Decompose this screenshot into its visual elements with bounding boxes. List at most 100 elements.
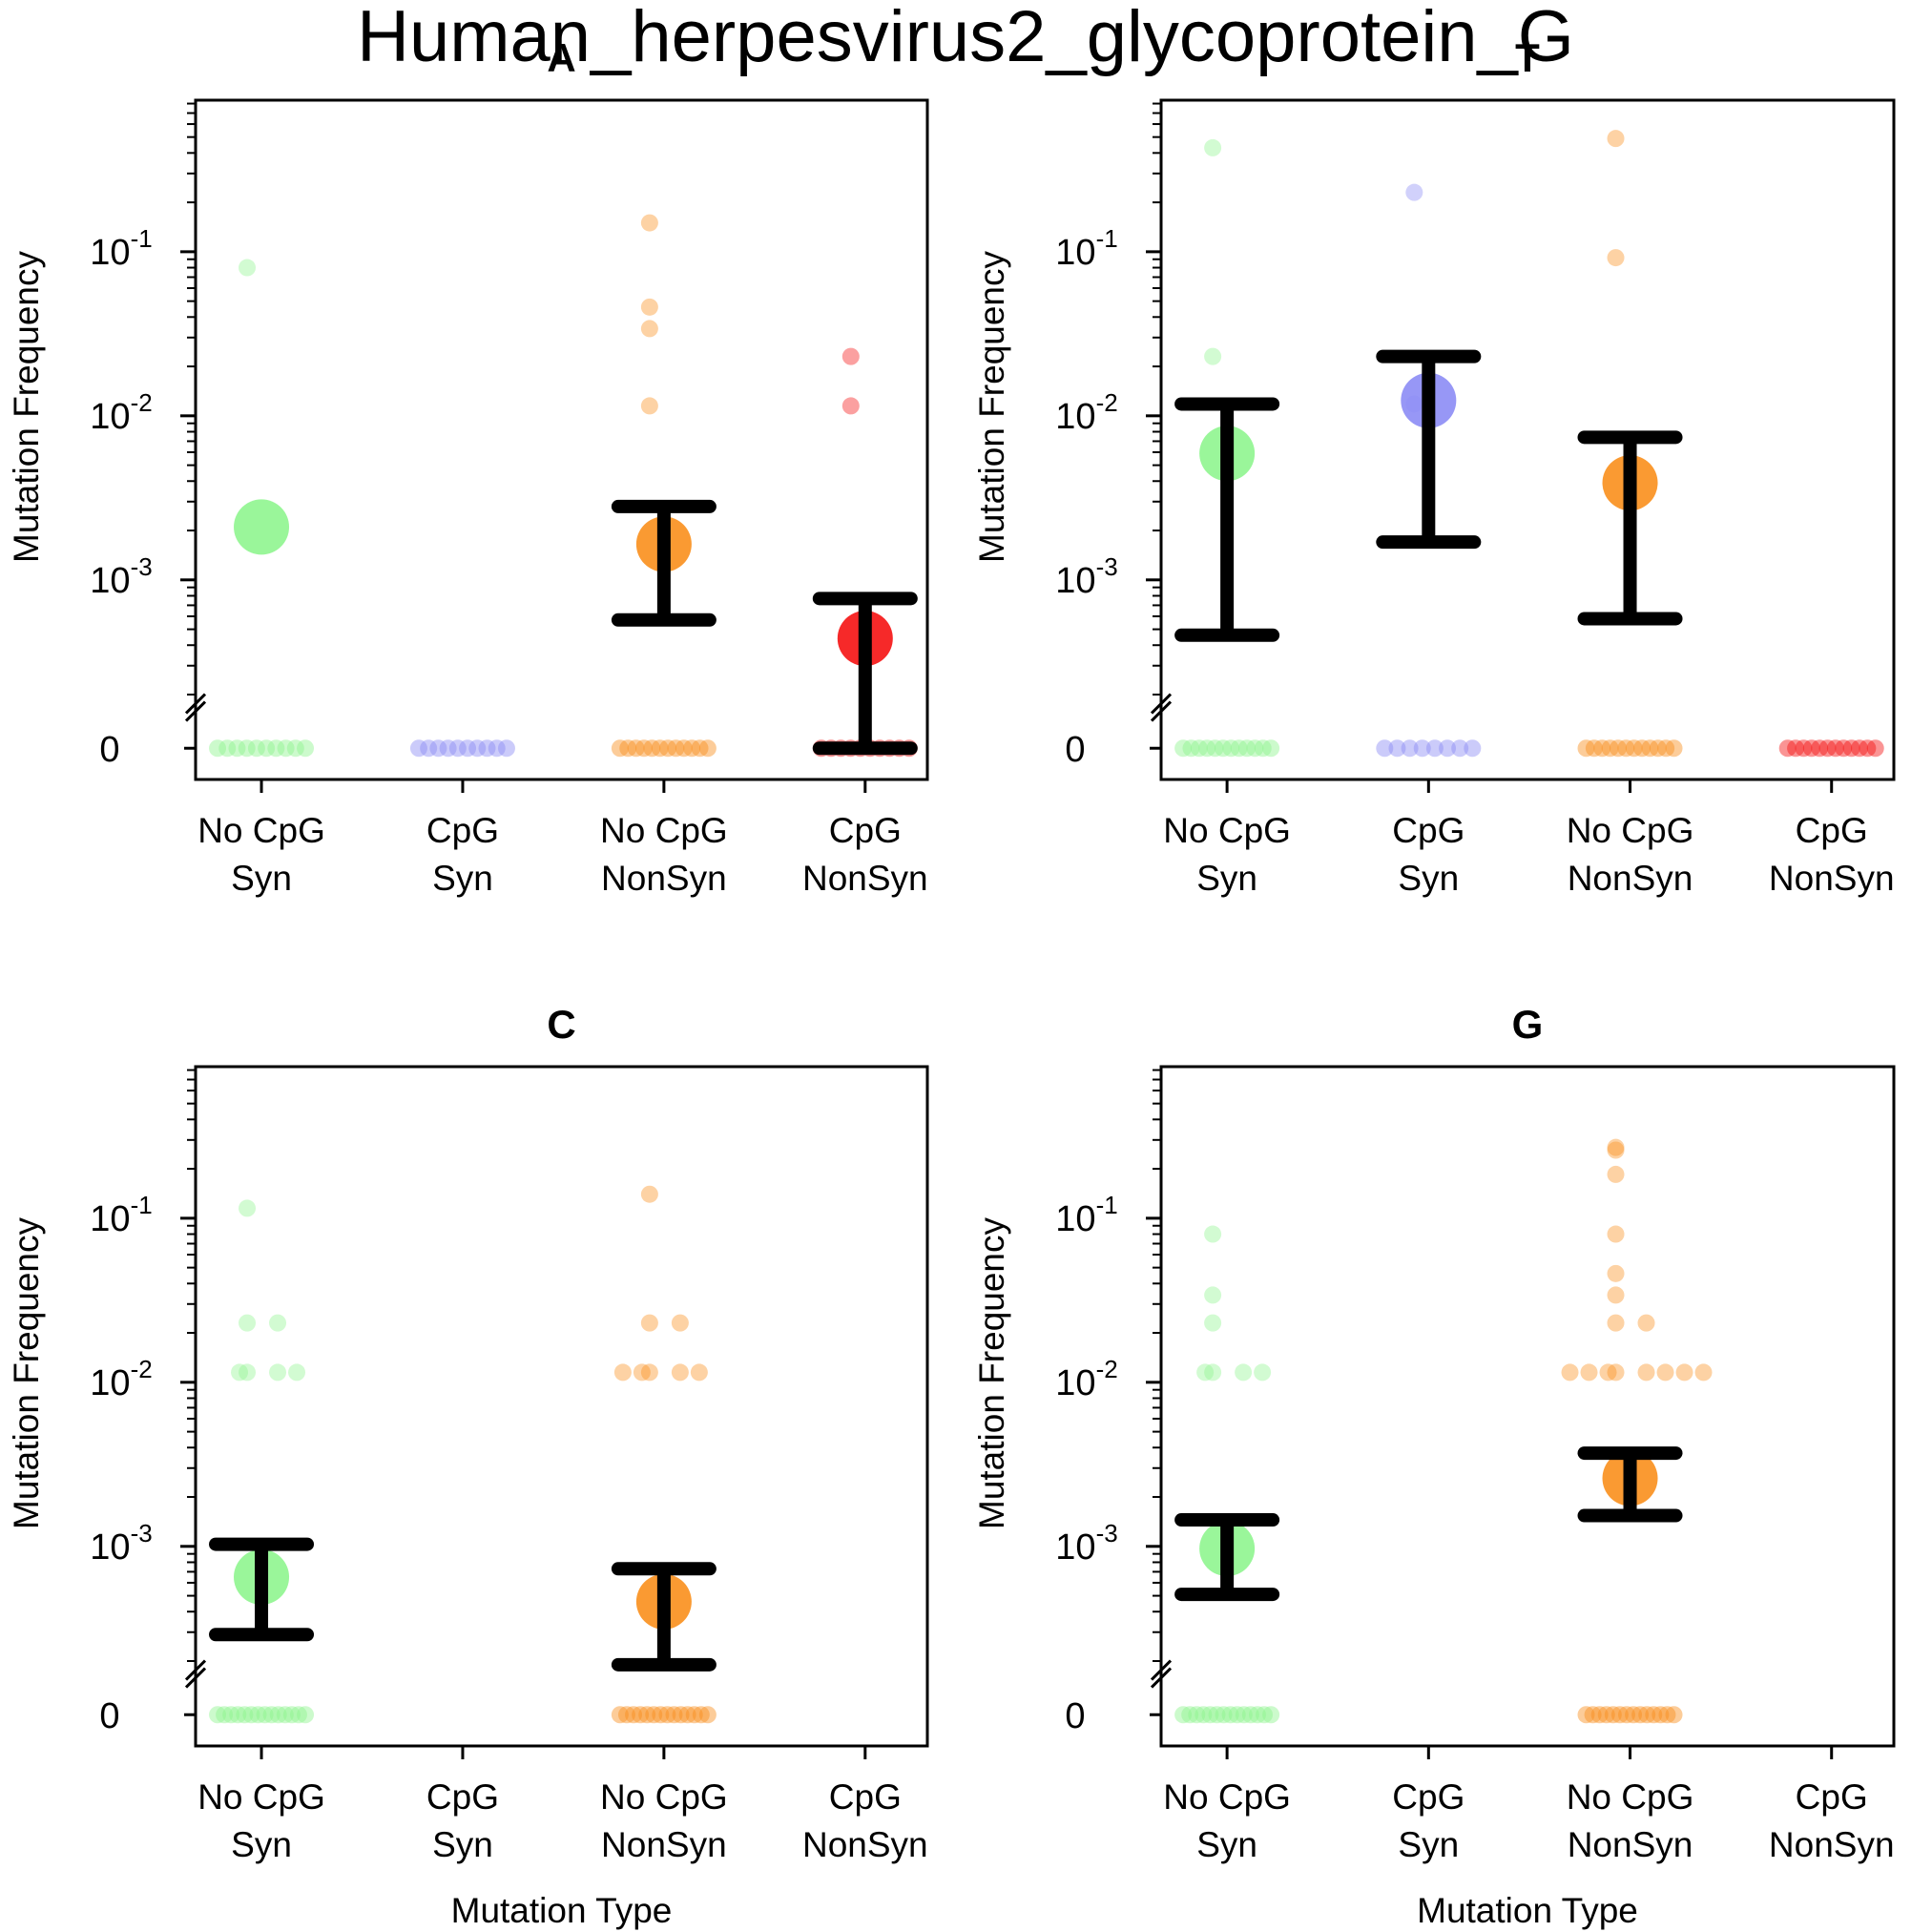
data-point — [1607, 249, 1625, 267]
axis-break-mark — [184, 700, 207, 722]
zero-point — [1439, 739, 1457, 758]
zero-point — [218, 739, 237, 758]
x-category-label: Syn — [231, 859, 292, 898]
axis-break-mark — [1150, 693, 1173, 715]
data-point — [239, 1199, 257, 1217]
y-axis-ticks — [1146, 1069, 1161, 1662]
zero-point — [698, 739, 717, 758]
zero-point — [1657, 739, 1675, 758]
zero-point — [1584, 1706, 1602, 1724]
zero-point — [1795, 739, 1813, 758]
y-tick-label: 10-2 — [1055, 388, 1117, 437]
zero-point — [675, 739, 693, 758]
zero-point — [1818, 739, 1837, 758]
panel-title: C — [547, 1002, 575, 1047]
x-category-label: NonSyn — [802, 1825, 928, 1864]
axis-break-mark — [184, 693, 207, 715]
x-category-label: CpG — [1796, 1777, 1868, 1817]
panel-G: G 10-1 10-2 10-3 0 Mutation Frequency No CpG Sy… — [972, 1002, 1896, 1930]
zero-point — [1248, 1706, 1266, 1724]
zero-point — [1577, 739, 1595, 758]
zero-point — [1181, 1706, 1199, 1724]
panel-A: A 10-1 10-2 10-3 0 Mutation Frequency No CpG Sy… — [7, 35, 929, 898]
zero-point — [1638, 1706, 1656, 1724]
zero-point — [1214, 739, 1232, 758]
axis-break-mark — [184, 1667, 207, 1689]
zero-point — [297, 739, 315, 758]
zero-point — [611, 1706, 629, 1724]
data-point — [288, 1363, 306, 1381]
data-point — [1204, 1225, 1222, 1243]
zero-point — [1625, 739, 1643, 758]
data-point — [1561, 1363, 1579, 1381]
y-tick-label: 10-1 — [90, 1191, 152, 1239]
series-group — [1174, 1225, 1280, 1724]
x-category-label: CpG — [829, 1777, 902, 1817]
zero-point — [1787, 739, 1805, 758]
zero-point — [1376, 739, 1394, 758]
data-point — [1607, 130, 1625, 148]
zero-point — [1577, 1706, 1595, 1724]
zero-point — [1842, 739, 1860, 758]
zero-point — [678, 1706, 696, 1724]
x-category-label: Syn — [1398, 1825, 1459, 1864]
zero-point — [1256, 1706, 1274, 1724]
zero-point — [1617, 739, 1635, 758]
x-category-label: Syn — [1196, 859, 1257, 898]
figure-title: Human_herpesvirus2_glycoprotein_G — [357, 0, 1574, 77]
zero-point — [277, 739, 295, 758]
zero-point — [1195, 1706, 1213, 1724]
data-point — [1607, 1286, 1625, 1304]
zero-point — [638, 1706, 656, 1724]
zero-point — [242, 1706, 260, 1724]
zero-point — [222, 1706, 240, 1724]
zero-point — [1174, 739, 1193, 758]
x-category-label: CpG — [1796, 811, 1868, 850]
zero-point — [468, 739, 487, 758]
zero-point — [1201, 1706, 1219, 1724]
zero-point — [1188, 1706, 1206, 1724]
x-category-label: NonSyn — [601, 1825, 727, 1864]
y-axis-ticks — [1146, 102, 1161, 696]
y-axis-title: Mutation Frequency — [7, 1217, 46, 1530]
x-category-label: NonSyn — [802, 859, 928, 898]
zero-point — [1617, 1706, 1635, 1724]
x-category-label: No CpG — [1163, 811, 1291, 850]
y-tick-label: 10-2 — [90, 1355, 152, 1403]
data-point — [1607, 1363, 1625, 1381]
axis-break-mark — [1150, 700, 1173, 722]
series-group — [1174, 138, 1280, 758]
zero-point — [643, 739, 661, 758]
zero-point — [1652, 1706, 1670, 1724]
y-axis-title: Mutation Frequency — [972, 251, 1011, 564]
zero-point — [665, 1706, 683, 1724]
error-bar — [611, 499, 717, 627]
zero-point — [1811, 739, 1829, 758]
x-category-label: No CpG — [1163, 1777, 1291, 1817]
zero-point — [619, 739, 637, 758]
data-point — [640, 397, 658, 415]
zero-point — [228, 739, 246, 758]
y-axis-ticks — [180, 1069, 196, 1662]
zero-point — [1593, 739, 1611, 758]
error-bar — [1174, 1513, 1280, 1602]
zero-point — [1658, 1706, 1676, 1724]
data-point — [1637, 1314, 1655, 1332]
zero-point — [1604, 1706, 1622, 1724]
zero-point — [216, 1706, 234, 1724]
data-point — [1607, 1314, 1625, 1332]
zero-point — [1262, 739, 1280, 758]
zero-point — [488, 739, 506, 758]
zero-point — [692, 1706, 710, 1724]
zero-point — [1850, 739, 1868, 758]
data-point — [239, 259, 257, 277]
data-point — [269, 1314, 287, 1332]
data-point — [640, 1363, 658, 1381]
zero-point — [1631, 1706, 1650, 1724]
series-group — [1778, 739, 1884, 758]
zero-point — [262, 1706, 280, 1724]
y-tick-label: 10-2 — [1055, 1355, 1117, 1403]
zero-point — [478, 739, 496, 758]
zero-point — [439, 739, 457, 758]
zero-point — [1241, 1706, 1259, 1724]
